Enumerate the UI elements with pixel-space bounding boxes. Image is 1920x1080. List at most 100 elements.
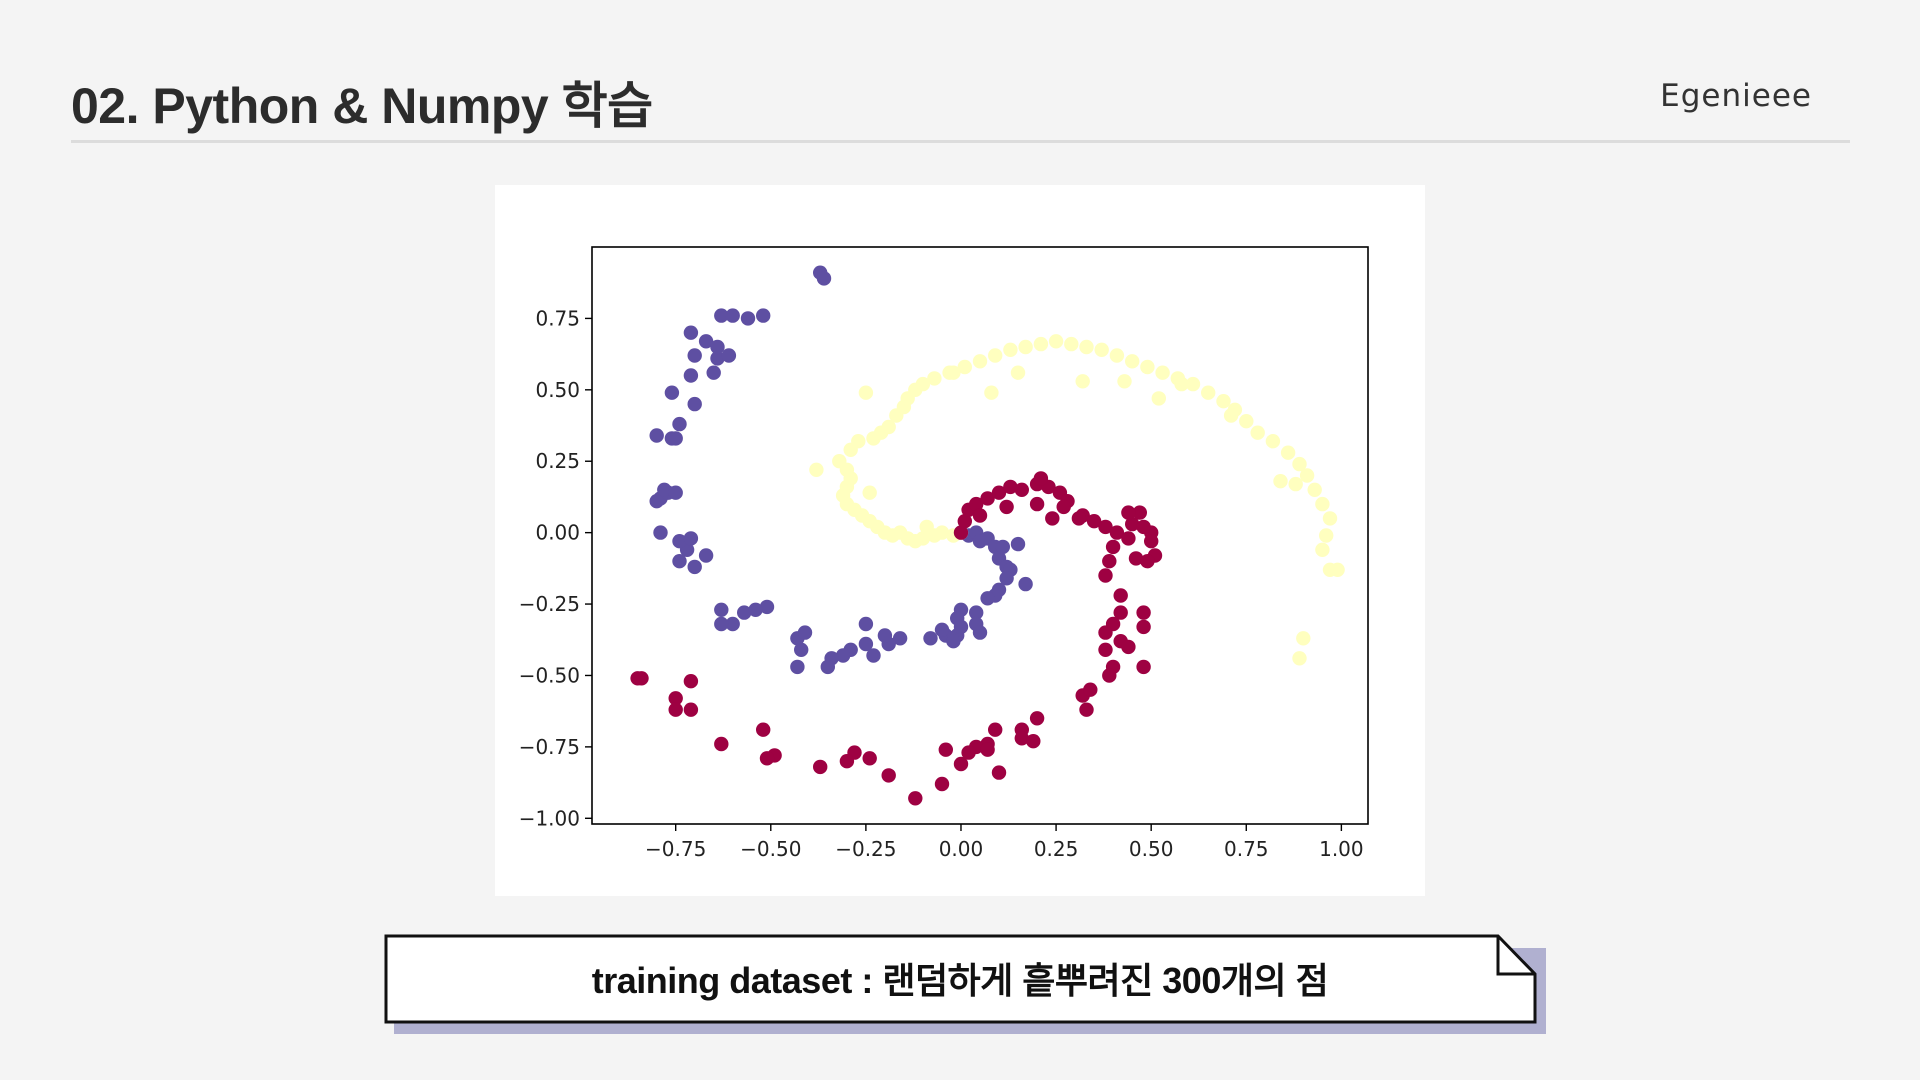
data-point <box>1079 339 1094 355</box>
data-point <box>934 776 950 792</box>
data-point <box>858 616 874 632</box>
data-point <box>946 365 961 380</box>
x-tick-label: −0.50 <box>740 837 801 861</box>
data-point <box>649 494 664 509</box>
x-tick-label: 0.75 <box>1224 837 1269 861</box>
data-point <box>953 756 969 772</box>
data-point <box>683 325 699 340</box>
y-tick-label: −0.25 <box>519 592 580 616</box>
data-point <box>820 659 835 675</box>
data-point <box>816 271 832 286</box>
data-point <box>1003 479 1018 495</box>
data-point <box>687 396 702 412</box>
data-point <box>957 359 972 375</box>
data-point <box>1151 391 1166 406</box>
data-point <box>969 496 984 512</box>
data-point <box>813 759 828 775</box>
y-tick-label: 0.00 <box>535 521 580 545</box>
data-point <box>972 354 988 369</box>
data-point <box>756 308 771 323</box>
data-point <box>1144 534 1159 549</box>
data-point <box>797 625 813 640</box>
data-point <box>908 791 923 806</box>
x-tick-label: −0.25 <box>835 837 896 861</box>
y-tick-label: 0.75 <box>535 306 580 330</box>
data-point <box>698 334 714 349</box>
data-point <box>999 571 1014 586</box>
data-point <box>1136 519 1151 535</box>
series-1 <box>809 334 1345 666</box>
data-point <box>1014 482 1029 497</box>
data-point <box>953 525 969 540</box>
data-point <box>1292 651 1307 666</box>
data-point <box>1136 659 1151 675</box>
data-point <box>1296 631 1311 646</box>
data-point <box>756 722 771 737</box>
data-point <box>1079 702 1094 717</box>
data-point <box>1117 374 1132 389</box>
data-point <box>1018 576 1033 592</box>
data-point <box>1299 468 1315 483</box>
data-point <box>759 599 775 615</box>
data-point <box>953 619 969 635</box>
data-point <box>1265 434 1281 449</box>
y-tick-label: −1.00 <box>519 806 580 830</box>
data-point <box>1315 496 1330 512</box>
data-point <box>630 671 645 686</box>
data-point <box>672 416 687 432</box>
caption-box: training dataset : 랜덤하게 흩뿌려진 300개의 점 <box>384 934 1546 1034</box>
data-point <box>1239 414 1254 429</box>
data-point <box>1075 374 1090 389</box>
page-title: 02. Python & Numpy 학습 <box>71 78 653 134</box>
data-point <box>1010 365 1026 380</box>
data-point <box>725 308 740 323</box>
data-point <box>1128 551 1144 566</box>
data-point <box>1045 511 1060 526</box>
data-point <box>1125 516 1140 532</box>
data-point <box>957 514 972 529</box>
data-point <box>1216 394 1231 409</box>
data-point <box>858 636 874 652</box>
data-point <box>972 625 988 640</box>
data-point <box>1155 365 1170 380</box>
data-point <box>1315 542 1330 557</box>
data-point <box>653 525 668 540</box>
data-point <box>927 371 942 386</box>
data-point <box>740 311 756 326</box>
data-point <box>934 622 950 637</box>
data-point <box>999 499 1014 515</box>
data-point <box>668 485 683 500</box>
data-point <box>706 365 721 380</box>
data-point <box>1029 711 1045 726</box>
data-point <box>668 431 683 446</box>
y-axis: 0.75 0.50 0.25 0.00 −0.25 −0.50 −0.75 −1.00 <box>519 306 592 830</box>
data-point <box>862 751 877 766</box>
data-point <box>1098 642 1113 657</box>
data-point <box>1113 605 1128 620</box>
data-point <box>1086 514 1102 529</box>
data-point <box>961 745 976 760</box>
data-point <box>991 765 1007 780</box>
title-divider <box>71 140 1850 143</box>
data-point <box>672 554 687 569</box>
data-point <box>1033 471 1049 486</box>
data-point <box>1121 505 1136 520</box>
data-point <box>1288 476 1303 492</box>
caption-panel <box>384 934 1537 1024</box>
data-point <box>866 648 881 663</box>
data-points <box>630 265 1345 806</box>
data-point <box>714 736 729 752</box>
data-point <box>881 768 896 783</box>
data-point <box>862 485 877 500</box>
data-point <box>759 751 775 766</box>
data-point <box>832 454 847 469</box>
caption-text: training dataset : 랜덤하게 흩뿌려진 300개의 점 <box>591 960 1329 1001</box>
data-point <box>1136 619 1151 635</box>
data-point <box>809 462 824 477</box>
data-point <box>1094 342 1109 357</box>
data-point <box>1201 385 1216 400</box>
data-point <box>683 531 699 546</box>
data-point <box>972 508 988 523</box>
data-point <box>835 648 851 663</box>
data-point <box>714 602 729 617</box>
